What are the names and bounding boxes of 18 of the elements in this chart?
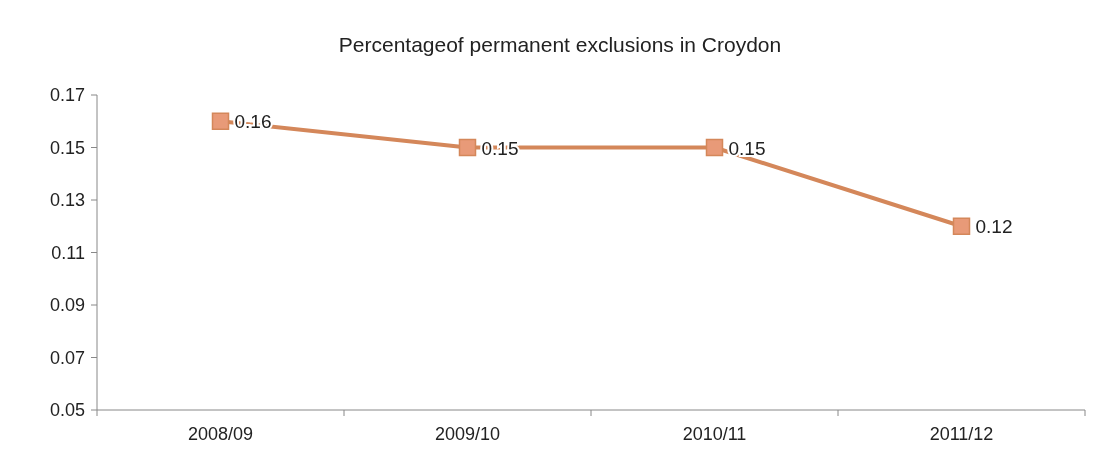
point <box>705 138 724 157</box>
x-tick-label: 2009/10 <box>434 424 501 444</box>
data-label: 0.15 <box>728 137 766 159</box>
y-tick-label: 0.09 <box>49 295 85 316</box>
y-tick-label: 0.05 <box>49 400 85 421</box>
chart-title: Percentageof permanent exclusions in Croydon <box>338 33 782 56</box>
y-tick-label: 0.15 <box>49 137 85 158</box>
y-tick-label: 0.11 <box>51 242 85 263</box>
point <box>211 112 230 130</box>
x-tick-label: 2011/12 <box>929 424 994 444</box>
x-tick-label: 2008/09 <box>187 424 254 444</box>
point <box>458 138 477 157</box>
y-tick-label: 0.07 <box>49 347 85 368</box>
x-tick-label: 2010/11 <box>682 424 747 444</box>
point <box>952 217 971 235</box>
y-tick-label: 0.13 <box>49 190 85 211</box>
data-label: 0.12 <box>975 216 1013 238</box>
y-tick-label: 0.17 <box>49 85 85 106</box>
